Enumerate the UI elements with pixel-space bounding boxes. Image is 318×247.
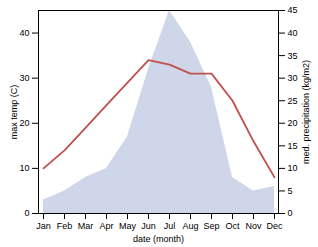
svg-text:5: 5 [288,186,293,196]
svg-text:20: 20 [19,118,29,128]
svg-text:15: 15 [288,141,298,151]
svg-text:30: 30 [288,73,298,83]
svg-text:date (month): date (month) [133,234,184,244]
svg-text:Mar: Mar [78,221,94,231]
svg-text:May: May [119,221,137,231]
svg-text:25: 25 [288,96,298,106]
svg-text:0: 0 [288,208,293,218]
svg-text:Jul: Jul [164,221,176,231]
svg-text:10: 10 [19,163,29,173]
svg-text:med. precipitation (kg/m2): med. precipitation (kg/m2) [301,60,311,164]
svg-text:Dec: Dec [266,221,283,231]
svg-text:10: 10 [288,163,298,173]
svg-text:Feb: Feb [57,221,73,231]
svg-text:0: 0 [24,208,29,218]
svg-text:Jun: Jun [141,221,156,231]
svg-text:Oct: Oct [225,221,240,231]
svg-text:45: 45 [288,5,298,15]
svg-text:20: 20 [288,118,298,128]
svg-text:max temp (C): max temp (C) [9,85,19,140]
svg-text:40: 40 [19,28,29,38]
svg-text:40: 40 [288,28,298,38]
svg-text:35: 35 [288,50,298,60]
svg-text:Sep: Sep [203,221,219,231]
svg-text:Apr: Apr [99,221,113,231]
svg-text:Aug: Aug [182,221,198,231]
svg-text:Jan: Jan [36,221,51,231]
svg-text:30: 30 [19,73,29,83]
svg-text:Nov: Nov [245,221,262,231]
